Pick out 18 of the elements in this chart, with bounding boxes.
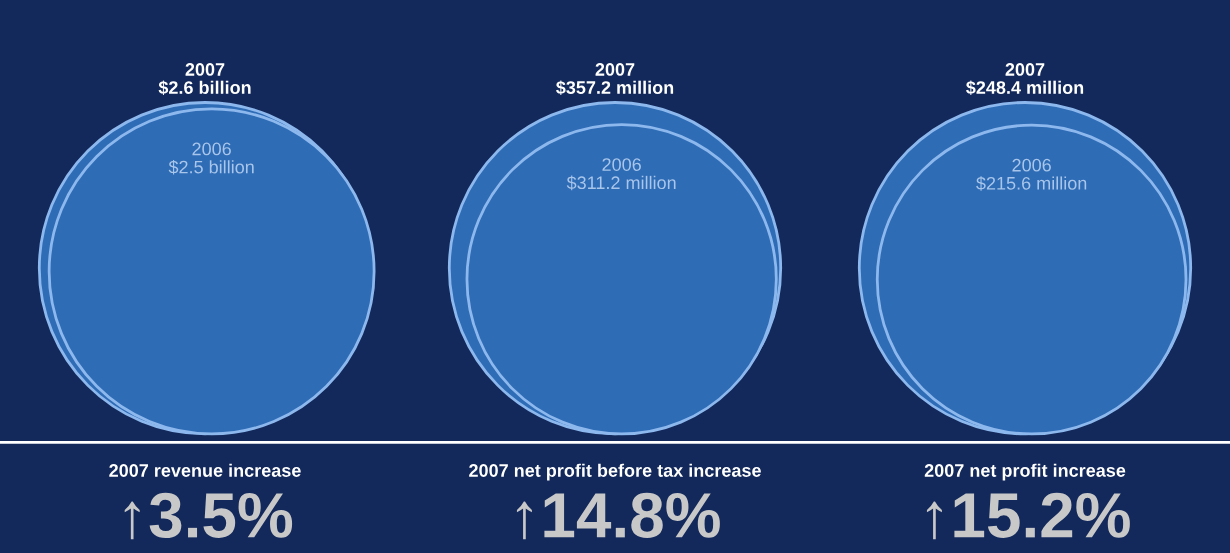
data-label: $248.4 million	[966, 80, 1084, 96]
category-label: 2007	[595, 63, 635, 76]
text: 2007 net profit increase	[924, 463, 1126, 481]
category-label: 2007	[1005, 63, 1045, 76]
category-label: 2006	[192, 142, 231, 156]
category-label: 2006	[1012, 158, 1051, 172]
category-label: 2007	[185, 63, 225, 76]
text: 2007 revenue increase	[109, 463, 301, 477]
data-label: $357.2 million	[556, 80, 674, 96]
data-label: $311.2 million	[566, 175, 676, 191]
data-label: $2.6 billion	[158, 80, 251, 96]
text: 2007 net profit before tax increase	[469, 463, 761, 481]
text: ↑15.2%	[926, 492, 1130, 540]
data-label: $215.6 million	[976, 176, 1087, 191]
data-label: $2.5 billion	[168, 159, 254, 175]
text: ↑3.5%	[124, 492, 293, 540]
category-label: 2006	[602, 158, 641, 171]
text: ↑14.8%	[516, 492, 720, 540]
